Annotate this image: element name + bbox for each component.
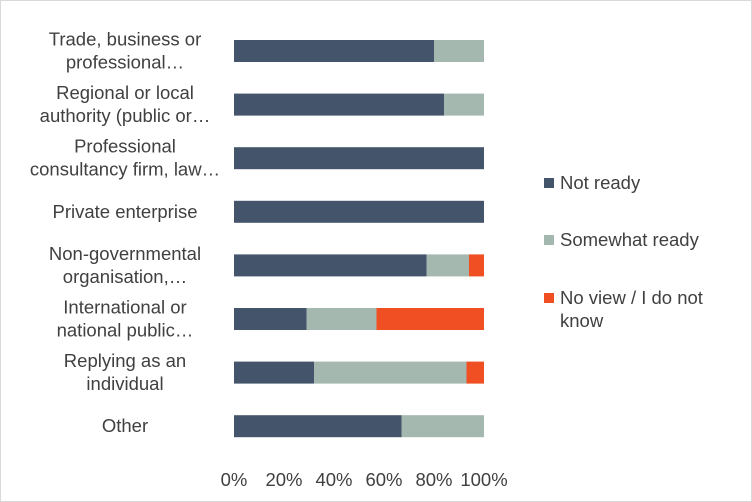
category-label-7-line-2: individual <box>86 373 163 394</box>
bar-segment-4-series-1 <box>234 200 484 223</box>
bar-segment-6-series-2 <box>306 308 377 330</box>
bar-segment-5-series-3 <box>469 254 484 277</box>
legend-label-3-line-1: No view / I do not <box>560 287 703 308</box>
x-tick-label-2: 20% <box>265 469 302 490</box>
bar-segment-7-series-3 <box>466 361 484 384</box>
category-label-7-line-1: Replying as an <box>64 350 186 371</box>
bar-segment-5-series-2 <box>426 254 469 277</box>
bar-segment-2-series-2 <box>444 93 484 116</box>
bar-segment-1-series-2 <box>434 40 484 62</box>
bar-segment-3-series-1 <box>234 147 484 170</box>
category-label-6-line-2: national public… <box>57 320 194 341</box>
legend-swatch-2 <box>544 235 554 245</box>
legend-label-1-line-1: Not ready <box>560 172 641 193</box>
category-label-5-line-2: organisation,… <box>63 266 187 287</box>
category-label-8-line-1: Other <box>102 415 148 436</box>
bar-segment-6-series-1 <box>234 308 307 330</box>
x-tick-label-3: 40% <box>315 469 352 490</box>
category-label-5-line-1: Non-governmental <box>49 243 201 264</box>
x-tick-label-4: 60% <box>365 469 402 490</box>
bars-group <box>234 40 484 438</box>
category-label-4-line-1: Private enterprise <box>53 201 198 222</box>
bar-segment-7-series-1 <box>234 361 314 384</box>
category-label-1-line-1: Trade, business or <box>49 29 202 50</box>
category-label-1-line-2: professional… <box>66 52 184 73</box>
bar-segment-2-series-1 <box>234 93 444 116</box>
legend-label-2-line-1: Somewhat ready <box>560 229 700 250</box>
x-tick-labels-group: 0% 20% 40% 60% 80% 100% <box>221 469 508 490</box>
bar-segment-8-series-1 <box>234 415 402 438</box>
bar-segment-8-series-2 <box>401 415 484 438</box>
x-tick-label-5: 80% <box>415 469 452 490</box>
legend-swatch-3 <box>544 293 554 303</box>
x-tick-label-6: 100% <box>460 469 507 490</box>
x-tick-label-1: 0% <box>221 469 248 490</box>
legend-label-3-line-2: know <box>560 310 604 331</box>
bar-segment-1-series-1 <box>234 40 434 62</box>
legend-swatch-1 <box>544 178 554 188</box>
category-label-3-line-1: Professional <box>74 136 176 157</box>
category-label-2-line-1: Regional or local <box>56 82 194 103</box>
category-label-2-line-2: authority (public or… <box>40 105 211 126</box>
category-label-3-line-2: consultancy firm, law… <box>30 159 220 180</box>
bar-segment-5-series-1 <box>234 254 427 277</box>
bar-segment-7-series-2 <box>314 361 467 384</box>
bar-segment-6-series-3 <box>376 308 484 330</box>
category-label-6-line-1: International or <box>63 297 186 318</box>
legend: Not ready Somewhat ready No view / I do no… <box>544 172 703 331</box>
